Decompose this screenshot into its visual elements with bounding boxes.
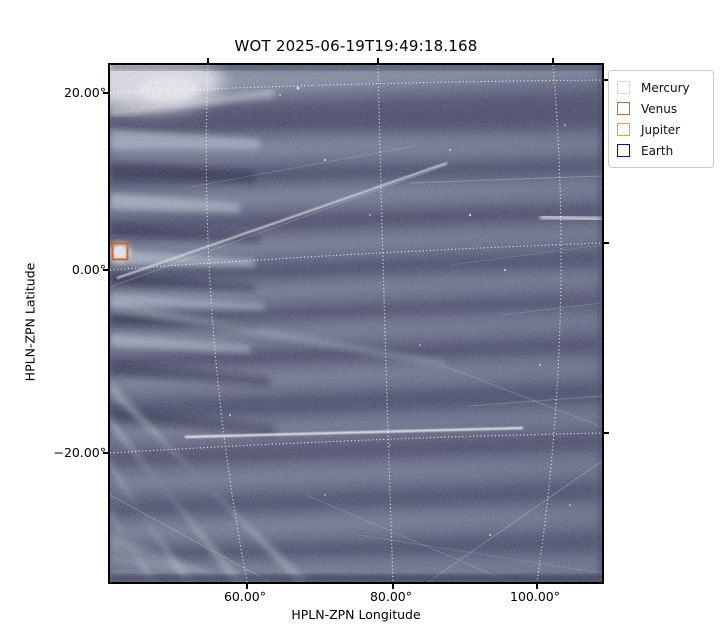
x-tick-label-60: 60.00° (223, 589, 267, 604)
x-tick-label-100: 100.00° (510, 589, 560, 604)
tick-top-80 (377, 58, 379, 63)
tick-right-20 (604, 79, 609, 81)
legend-item-mercury: Mercury (617, 77, 705, 98)
venus-swatch-icon (617, 102, 630, 115)
x-tick-label-80: 80.00° (369, 589, 413, 604)
legend-label-earth: Earth (641, 143, 674, 158)
tick-left-20 (103, 92, 108, 94)
y-axis-label: HPLN-ZPN Latitude (22, 262, 38, 382)
tick-left-0 (103, 269, 108, 271)
legend-item-venus: Venus (617, 98, 705, 119)
y-tick-label-minus20: −20.00° (53, 445, 106, 460)
mercury-swatch-icon (617, 81, 630, 94)
grid-line-lat-0 (110, 242, 602, 271)
legend-item-jupiter: Jupiter (617, 119, 705, 140)
tick-right-minus20 (604, 432, 609, 434)
tick-bottom-80 (392, 584, 394, 589)
tick-top-60 (207, 58, 209, 63)
y-tick-label-0: 0.00° (71, 262, 106, 277)
tick-bottom-100 (536, 584, 538, 589)
x-axis-label: HPLN-ZPN Longitude (291, 607, 421, 622)
heliospheric-image (110, 65, 602, 582)
tick-left-minus20 (103, 452, 108, 454)
legend-label-jupiter: Jupiter (641, 122, 681, 137)
graticule (110, 65, 602, 582)
y-tick-label-20: 20.00° (63, 85, 106, 100)
legend-item-earth: Earth (617, 140, 705, 161)
legend-label-venus: Venus (641, 101, 678, 116)
grain-dark (110, 65, 602, 582)
page-title: WOT 2025-06-19T19:49:18.168 (234, 37, 478, 55)
tick-right-0 (604, 242, 609, 244)
earth-swatch-icon (617, 144, 630, 157)
legend: Mercury Venus Jupiter Earth (608, 70, 714, 168)
tick-bottom-60 (246, 584, 248, 589)
jupiter-swatch-icon (617, 123, 630, 136)
venus-marker (111, 242, 129, 261)
tick-top-100 (552, 58, 554, 63)
grid-line-lon-60 (205, 65, 248, 582)
grid-line-lon-100 (536, 65, 562, 582)
legend-label-mercury: Mercury (641, 80, 690, 95)
